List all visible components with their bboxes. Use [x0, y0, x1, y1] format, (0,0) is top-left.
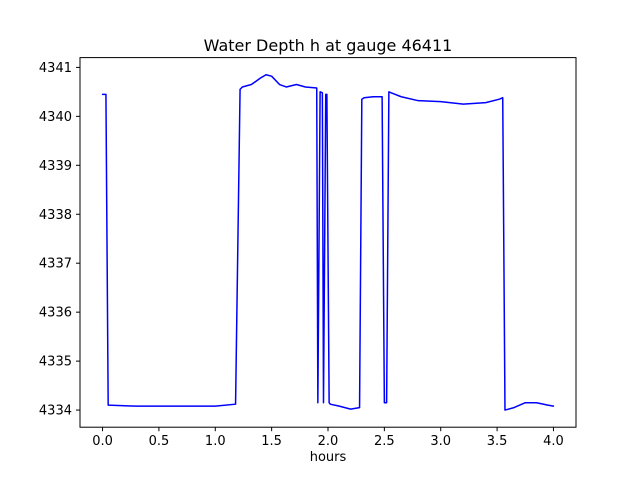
chart-title: Water Depth h at gauge 46411	[203, 36, 453, 55]
y-tick-label: 4341	[39, 61, 72, 76]
x-tick-label: 1.5	[261, 434, 282, 449]
x-tick-label: 2.0	[318, 434, 339, 449]
x-tick-label: 3.5	[487, 434, 508, 449]
x-tick-label: 1.0	[205, 434, 226, 449]
water-depth-line	[101, 73, 555, 411]
y-tick-label: 4340	[39, 110, 72, 125]
y-tick-label: 4335	[39, 355, 72, 370]
y-tick-label: 4337	[39, 257, 72, 272]
x-tick-label: 0.5	[149, 434, 170, 449]
x-tick-label: 2.5	[374, 434, 395, 449]
y-tick-label: 4339	[39, 159, 72, 174]
y-tick-label: 4334	[39, 404, 72, 419]
x-tick-label: 4.0	[543, 434, 564, 449]
x-axis-label: hours	[309, 450, 347, 465]
y-tick-label: 4338	[39, 208, 72, 223]
x-tick-label: 0.0	[92, 434, 113, 449]
x-tick-label: 3.0	[430, 434, 451, 449]
y-tick-label: 4336	[39, 306, 72, 321]
